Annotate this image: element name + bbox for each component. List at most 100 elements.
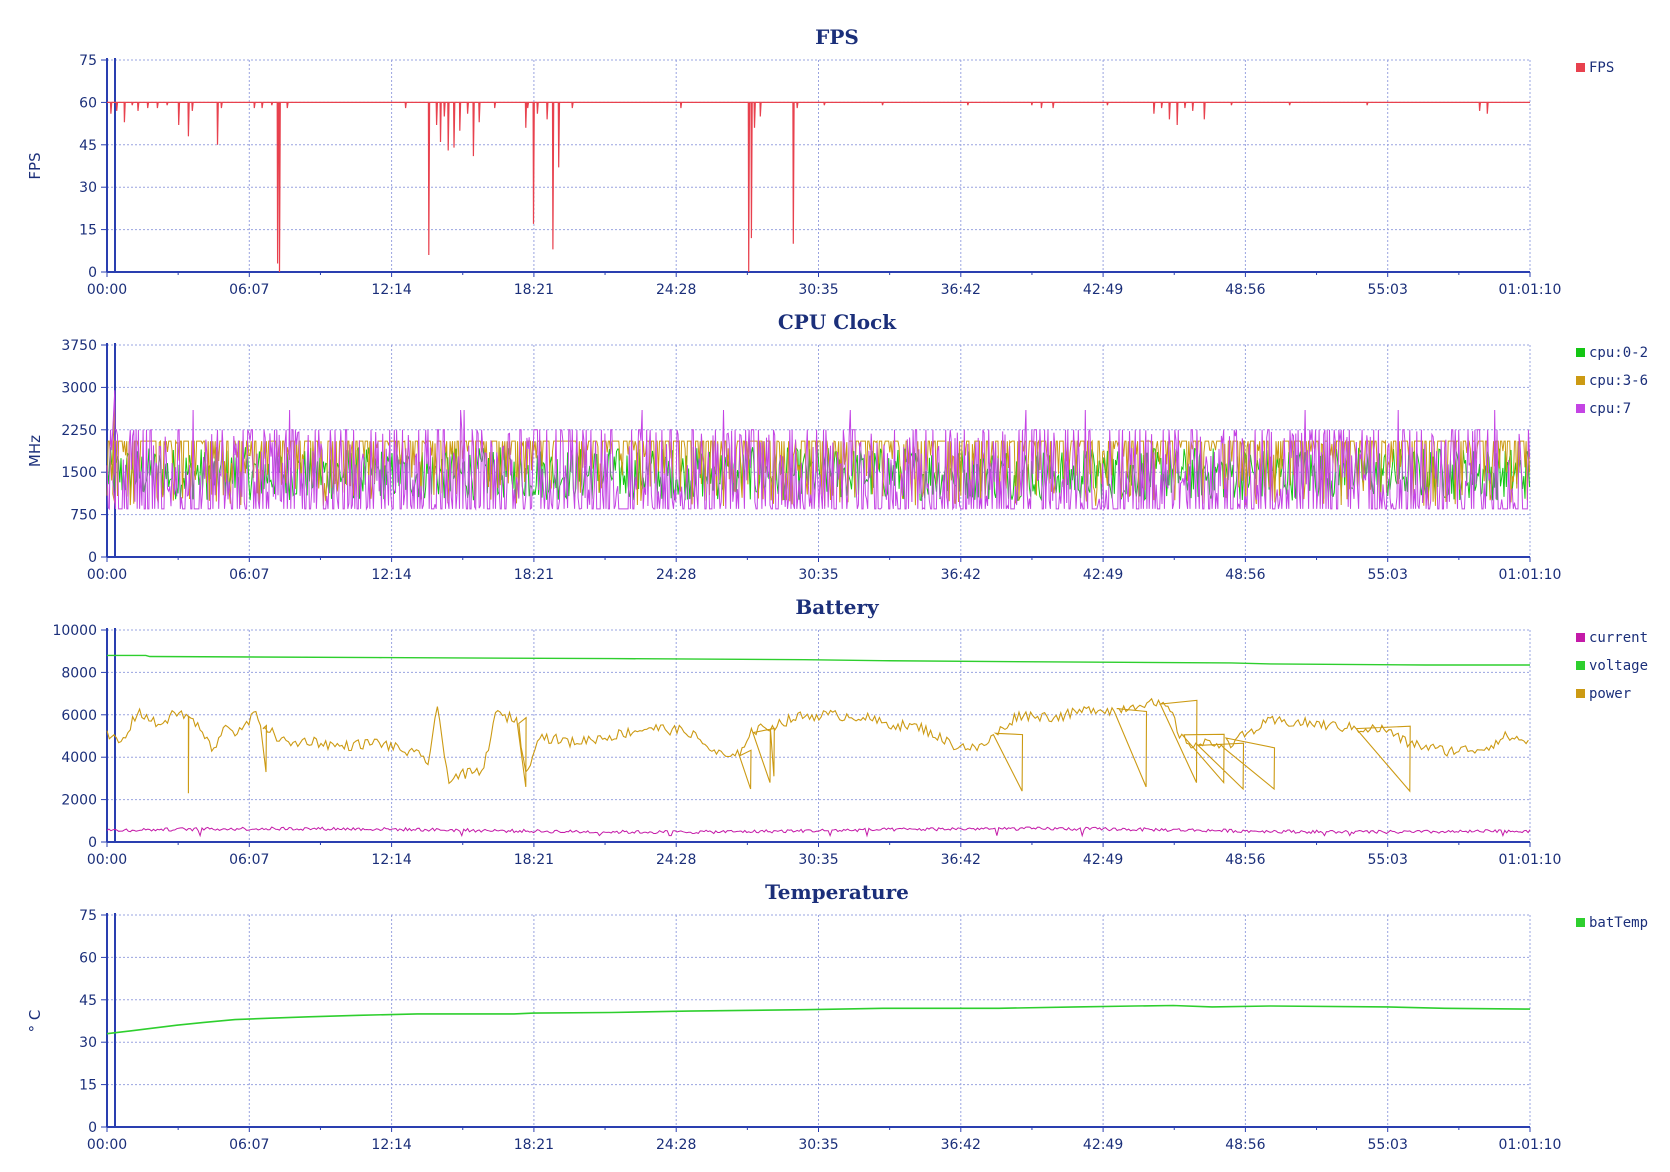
x-tick-label: 36:42 (941, 852, 981, 868)
fps-panel: FPS 0 15 30 45 60 75 00:00 06:07 12:14 18:21 24:28 3… (26, 25, 1614, 298)
x-tick-label: 12:14 (371, 567, 411, 583)
x-tick-label: 06:07 (229, 567, 269, 583)
x-tick-label: 24:28 (656, 1137, 696, 1153)
x-tick-label: 24:28 (656, 852, 696, 868)
x-tick-label: 18:21 (514, 567, 554, 583)
y-tick-label: 0 (88, 1120, 97, 1136)
legend-label-cpu-3-6: cpu:3-6 (1589, 373, 1648, 389)
y-tick-label: 3750 (61, 338, 97, 354)
x-tick-label: 48:56 (1225, 1137, 1265, 1153)
x-tick-label: 55:03 (1368, 852, 1408, 868)
legend-swatch-cpu-3-6 (1576, 376, 1585, 385)
series-line-battemp (106, 1004, 1531, 1035)
legend-swatch-cpu-7 (1576, 404, 1585, 413)
x-tick-label: 00:00 (87, 282, 127, 298)
x-tick-label: 18:21 (514, 1137, 554, 1153)
x-tick-label: 30:35 (798, 852, 838, 868)
x-tick-label: 18:21 (514, 282, 554, 298)
y-axis-label: ° C (26, 1010, 44, 1033)
x-tick-label: 36:42 (941, 567, 981, 583)
y-tick-label: 75 (79, 53, 97, 69)
plot-area (106, 654, 1531, 838)
legend-swatch-cpu-0-2 (1576, 348, 1585, 357)
y-tick-label: 4000 (61, 750, 97, 766)
y-tick-label: 8000 (61, 665, 97, 681)
legend-swatch-fps (1576, 63, 1585, 72)
x-tick-label: 12:14 (371, 852, 411, 868)
plot-area (106, 1004, 1531, 1035)
y-tick-label: 60 (79, 95, 97, 111)
x-tick-label: 55:03 (1368, 567, 1408, 583)
y-tick-label: 1500 (61, 465, 97, 481)
x-tick-label: 48:56 (1225, 567, 1265, 583)
x-tick-label: 00:00 (87, 852, 127, 868)
x-tick-label: 36:42 (941, 282, 981, 298)
y-axis-label: FPS (26, 152, 44, 179)
x-tick-label: 06:07 (229, 1137, 269, 1153)
x-tick-label: 01:01:10 (1499, 567, 1562, 583)
x-tick-label: 48:56 (1225, 282, 1265, 298)
y-tick-label: 75 (79, 908, 97, 924)
y-tick-label: 30 (79, 1035, 97, 1051)
y-tick-label: 6000 (61, 708, 97, 724)
y-tick-label: 45 (79, 138, 97, 154)
x-tick-label: 30:35 (798, 1137, 838, 1153)
legend-label-voltage: voltage (1589, 658, 1648, 674)
plot-area (107, 101, 1530, 273)
x-tick-label: 06:07 (229, 282, 269, 298)
y-tick-label: 750 (70, 508, 97, 524)
series-line-fps (107, 101, 1530, 273)
y-tick-label: 0 (88, 835, 97, 851)
series-line-cpu-7 (106, 390, 1531, 511)
x-tick-label: 01:01:10 (1499, 1137, 1562, 1153)
x-tick-label: 42:49 (1083, 282, 1123, 298)
series-line-power (106, 697, 1529, 794)
y-tick-label: 0 (88, 265, 97, 281)
y-tick-label: 3000 (61, 380, 97, 396)
x-tick-label: 18:21 (514, 852, 554, 868)
x-tick-label: 55:03 (1368, 1137, 1408, 1153)
legend-label-fps: FPS (1589, 60, 1614, 76)
x-tick-label: 30:35 (798, 282, 838, 298)
y-tick-label: 15 (79, 223, 97, 239)
chart-title: Temperature (765, 880, 909, 904)
x-tick-label: 12:14 (371, 1137, 411, 1153)
x-tick-label: 24:28 (656, 567, 696, 583)
series-line-voltage (107, 654, 1530, 666)
x-tick-label: 01:01:10 (1499, 282, 1562, 298)
x-tick-label: 42:49 (1083, 852, 1123, 868)
legend-label-cpu-0-2: cpu:0-2 (1589, 345, 1648, 361)
chart-title: CPU Clock (778, 310, 897, 334)
cpu-clock-panel: CPU Clock 0 750 1500 2250 3000 3750 00:00 06:07 1… (26, 310, 1648, 583)
x-tick-label: 24:28 (656, 282, 696, 298)
x-tick-label: 30:35 (798, 567, 838, 583)
legend-label-battemp: batTemp (1589, 915, 1648, 931)
temperature-panel: Temperature 0 15 30 45 60 75 00:00 06:07 12:14 18:… (26, 880, 1648, 1153)
x-tick-label: 48:56 (1225, 852, 1265, 868)
legend-label-power: power (1589, 686, 1631, 702)
x-tick-label: 12:14 (371, 282, 411, 298)
y-tick-label: 10000 (52, 623, 97, 639)
y-tick-label: 15 (79, 1078, 97, 1094)
legend-label-current: current (1589, 630, 1648, 646)
chart-title: FPS (815, 25, 859, 49)
y-axis-label: MHz (26, 435, 44, 467)
y-tick-label: 2000 (61, 793, 97, 809)
legend-swatch-battemp (1576, 918, 1585, 927)
y-tick-label: 60 (79, 950, 97, 966)
y-tick-label: 30 (79, 180, 97, 196)
series-line-current (106, 826, 1531, 838)
legend-swatch-current (1576, 633, 1585, 642)
x-tick-label: 01:01:10 (1499, 852, 1562, 868)
legend-label-cpu-7: cpu:7 (1589, 401, 1631, 417)
legend-swatch-power (1576, 689, 1585, 698)
x-tick-label: 42:49 (1083, 567, 1123, 583)
x-tick-label: 06:07 (229, 852, 269, 868)
x-tick-label: 00:00 (87, 1137, 127, 1153)
y-tick-label: 2250 (61, 423, 97, 439)
battery-panel: Battery 0 2000 4000 6000 8000 10000 00:00 06:07 1… (52, 595, 1648, 868)
x-tick-label: 42:49 (1083, 1137, 1123, 1153)
chart-title: Battery (795, 595, 880, 619)
y-tick-label: 0 (88, 550, 97, 566)
x-tick-label: 36:42 (941, 1137, 981, 1153)
